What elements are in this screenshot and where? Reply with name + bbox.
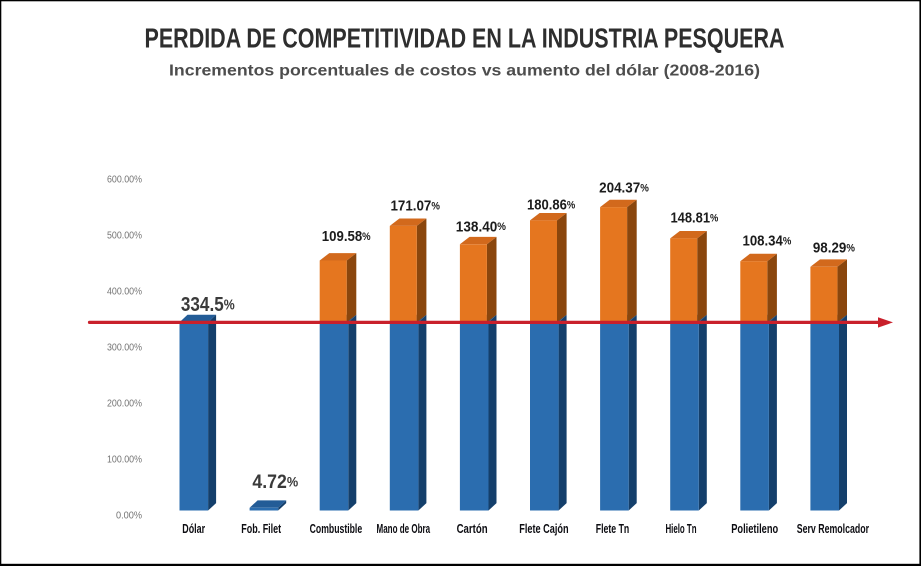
svg-text:108.34%: 108.34% (743, 232, 792, 249)
svg-text:Serv Remolcador: Serv Remolcador (797, 521, 869, 536)
svg-text:109.58%: 109.58% (322, 227, 371, 244)
svg-text:171.07%: 171.07% (390, 198, 439, 215)
svg-text:180.86%: 180.86% (527, 196, 575, 213)
svg-text:Incrementos porcentuales de co: Incrementos porcentuales de costos vs au… (169, 62, 760, 79)
svg-text:Fob. Filet: Fob. Filet (241, 521, 281, 536)
svg-text:0.00%: 0.00% (116, 511, 142, 522)
svg-text:Flete Tn: Flete Tn (596, 521, 630, 536)
svg-text:204.37%: 204.37% (599, 180, 649, 197)
svg-text:500.00%: 500.00% (107, 231, 142, 242)
svg-text:600.00%: 600.00% (107, 175, 142, 186)
svg-text:4.72%: 4.72% (252, 470, 298, 492)
svg-text:400.00%: 400.00% (107, 287, 142, 298)
svg-text:200.00%: 200.00% (107, 399, 142, 410)
svg-text:334.5%: 334.5% (181, 293, 235, 316)
svg-text:Polietileno: Polietileno (731, 521, 778, 536)
svg-text:Flete Cajón: Flete Cajón (519, 521, 568, 536)
svg-text:148.81%: 148.81% (670, 208, 718, 225)
svg-text:Hielo Tn: Hielo Tn (665, 521, 696, 536)
svg-text:Combustible: Combustible (310, 521, 363, 536)
svg-text:100.00%: 100.00% (107, 455, 142, 466)
svg-text:300.00%: 300.00% (107, 343, 142, 354)
svg-text:PERDIDA DE COMPETITIVIDAD EN L: PERDIDA DE COMPETITIVIDAD EN LA INDUSTRI… (145, 22, 785, 53)
svg-text:Mano de Obra: Mano de Obra (377, 521, 431, 536)
svg-text:98.29%: 98.29% (813, 240, 855, 257)
svg-text:138.40%: 138.40% (456, 219, 506, 236)
svg-text:Dólar: Dólar (182, 521, 205, 536)
svg-text:Cartón: Cartón (457, 521, 488, 536)
